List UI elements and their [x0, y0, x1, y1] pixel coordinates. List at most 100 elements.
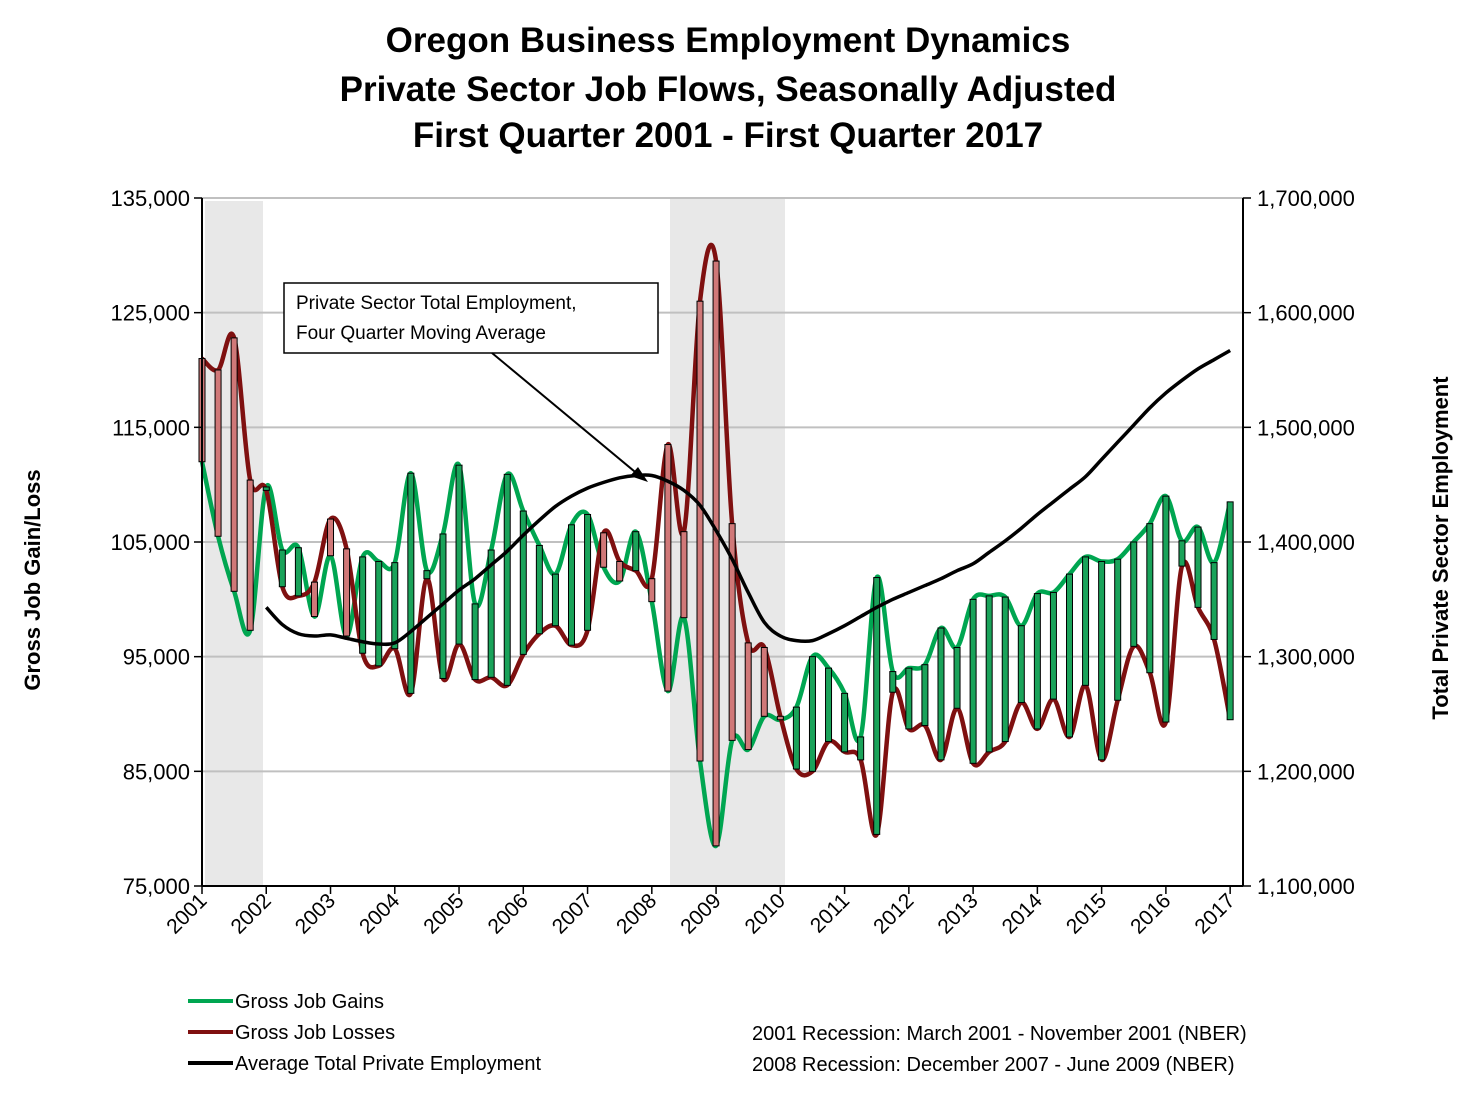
chart-title: Oregon Business Employment Dynamics [386, 21, 1071, 60]
flow-bar [423, 570, 431, 580]
flow-bar [1178, 540, 1186, 567]
flow-bar [214, 369, 222, 537]
x-tick-label: 2008 [612, 889, 661, 938]
flow-bar [1146, 523, 1154, 674]
flow-bar [937, 627, 945, 761]
flow-bar [535, 544, 543, 635]
flow-bar [519, 510, 527, 655]
flow-bar [1049, 591, 1057, 700]
flow-bar [262, 486, 270, 491]
flow-bar [905, 667, 913, 730]
flow-bar [616, 560, 624, 582]
flow-bar [407, 472, 415, 694]
annotation-box [283, 282, 659, 354]
flow-bar [825, 667, 833, 743]
flow-bar [359, 556, 367, 654]
x-tick-label: 2017 [1190, 889, 1239, 938]
y2-tick-label: 1,600,000 [1257, 301, 1355, 326]
note: 2008 Recession: December 2007 - June 200… [752, 1054, 1234, 1076]
flow-bar [487, 549, 495, 678]
x-tick-label: 2011 [806, 889, 854, 937]
note: 2001 Recession: March 2001 - November 20… [752, 1023, 1247, 1045]
annotation-arrowhead [630, 467, 648, 482]
flow-bar [1033, 593, 1041, 730]
x-tick-label: 2010 [741, 889, 790, 938]
x-tick-label: 2013 [933, 889, 982, 938]
x-tick-label: 2007 [548, 889, 597, 938]
flow-bar [1066, 573, 1073, 738]
flow-bar [648, 578, 656, 603]
series-line [200, 242, 1233, 838]
flow-bar [921, 664, 929, 726]
annotation-text: Private Sector Total Employment, [296, 293, 577, 314]
flow-bar [1210, 562, 1218, 640]
x-tick-label: 2016 [1126, 889, 1175, 938]
flow-bar [889, 671, 897, 693]
y2-tick-label: 1,500,000 [1257, 415, 1355, 440]
flow-bar [712, 260, 720, 847]
y-tick-label: 75,000 [123, 874, 190, 899]
flow-bar [1017, 625, 1025, 704]
flow-bar [278, 549, 286, 588]
flow-bar [953, 646, 961, 709]
x-tick-label: 2005 [419, 889, 468, 938]
x-tick-label: 2015 [1062, 889, 1111, 938]
flow-bar [969, 598, 977, 764]
x-tick-label: 2014 [998, 889, 1048, 939]
flow-bar [841, 692, 849, 753]
y2-tick-label: 1,300,000 [1257, 645, 1355, 670]
flow-bar [1162, 495, 1170, 723]
y-tick-label: 125,000 [110, 301, 190, 326]
flow-bar [808, 656, 816, 772]
flow-bar [1226, 501, 1234, 721]
flow-bar [551, 573, 559, 627]
annotation-arrow [491, 352, 641, 477]
y2-axis-title: Total Private Sector Employment [1428, 376, 1453, 720]
y-tick-label: 95,000 [123, 645, 190, 670]
series-line [264, 348, 1232, 647]
y-tick-label: 105,000 [110, 530, 190, 555]
flow-bar [985, 595, 993, 753]
x-tick-label: 2004 [355, 889, 405, 939]
flow-bar [776, 715, 784, 721]
y-tick-label: 115,000 [112, 415, 190, 440]
legend-label: Average Total Private Employment [235, 1053, 542, 1075]
flow-bar [391, 562, 399, 650]
flow-bar [1114, 558, 1122, 701]
legend-label: Gross Job Gains [235, 991, 384, 1013]
y-tick-label: 85,000 [123, 759, 190, 784]
y2-tick-label: 1,400,000 [1257, 530, 1355, 555]
legend-label: Gross Job Losses [235, 1022, 395, 1044]
x-tick-label: 2006 [484, 889, 533, 938]
chart-title: Private Sector Job Flows, Seasonally Adj… [340, 70, 1117, 109]
y2-tick-label: 1,700,000 [1257, 186, 1355, 211]
flow-bar [230, 337, 238, 592]
flow-bar [503, 473, 511, 686]
flow-bar [1194, 526, 1202, 608]
y2-tick-label: 1,100,000 [1257, 874, 1355, 899]
annotation-text: Four Quarter Moving Average [296, 323, 546, 344]
flow-bar [792, 706, 800, 770]
flow-bar [1001, 596, 1009, 743]
flow-bar [873, 577, 881, 835]
flow-bar [1098, 560, 1106, 761]
x-tick-label: 2012 [869, 889, 918, 938]
chart-title: First Quarter 2001 - First Quarter 2017 [413, 116, 1043, 155]
flow-bar [1082, 556, 1090, 686]
flow-bar [375, 560, 383, 667]
flow-bar [327, 518, 335, 557]
flow-bar [343, 548, 351, 637]
flow-bar [696, 300, 704, 762]
x-tick-label: 2009 [676, 889, 725, 938]
flow-bar [294, 547, 302, 597]
flow-bar [455, 464, 463, 645]
flow-bar [760, 646, 768, 717]
flow-bar [246, 479, 254, 631]
y2-tick-label: 1,200,000 [1257, 759, 1355, 784]
x-tick-label: 2003 [291, 889, 340, 938]
flow-bar [310, 581, 318, 618]
flow-bar [728, 523, 736, 741]
flow-bar [680, 531, 688, 619]
flow-bar [600, 532, 608, 568]
flow-bar [584, 513, 592, 631]
